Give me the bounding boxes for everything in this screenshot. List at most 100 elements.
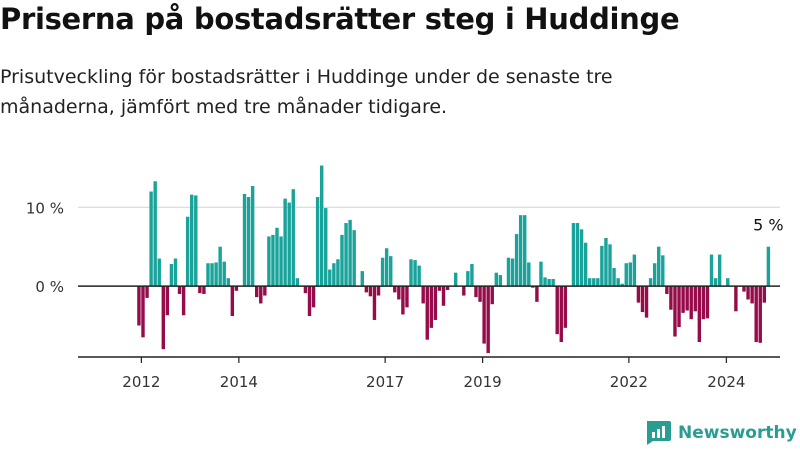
bar [303, 286, 308, 294]
bar [169, 264, 174, 287]
bar [697, 286, 702, 343]
bar [665, 286, 669, 294]
bar [486, 286, 490, 354]
bar [271, 234, 275, 287]
bar [413, 260, 417, 287]
x-tick-label: 2012 [122, 373, 160, 391]
bar [165, 286, 170, 316]
bar [194, 195, 198, 287]
bar [592, 278, 596, 287]
bar [652, 263, 657, 287]
bar [206, 263, 210, 287]
bar [742, 286, 746, 292]
bar [620, 283, 624, 287]
bar [181, 286, 186, 316]
bar [482, 286, 486, 344]
bar [259, 286, 263, 304]
bar [661, 255, 665, 287]
bar [161, 286, 166, 350]
newsworthy-logo[interactable]: Newsworthy [644, 420, 797, 446]
bar [608, 244, 612, 287]
bar [364, 286, 369, 293]
bar [246, 197, 251, 287]
bar [543, 277, 547, 287]
x-tick-label: 2024 [707, 373, 745, 391]
bar [250, 186, 255, 287]
bar [393, 286, 397, 293]
bar [263, 286, 267, 296]
bar [709, 254, 714, 287]
bar [478, 286, 482, 302]
bar [514, 234, 519, 287]
bar [754, 286, 758, 343]
bar [555, 286, 559, 335]
x-tick-label: 2019 [464, 373, 502, 391]
bar [547, 278, 551, 287]
bar [579, 229, 584, 287]
bar [673, 286, 677, 337]
bar [498, 275, 503, 287]
bar [324, 208, 328, 287]
bar [190, 194, 194, 287]
bar [214, 262, 218, 287]
last-value-label: 5 % [753, 216, 783, 235]
bar [762, 286, 767, 303]
bar [535, 286, 539, 302]
bar [202, 286, 206, 294]
bar [255, 286, 259, 298]
bar [551, 278, 555, 287]
bar [242, 193, 247, 287]
bar [157, 258, 161, 287]
bar [218, 246, 222, 287]
bar [587, 278, 592, 287]
bar [291, 189, 295, 287]
x-tick-label: 2017 [366, 373, 404, 391]
bar [380, 257, 385, 287]
bar [583, 242, 588, 287]
bar [336, 259, 340, 287]
bar [368, 286, 373, 297]
bar [149, 191, 153, 287]
bar [275, 227, 279, 287]
bar [287, 202, 291, 287]
bar [230, 286, 235, 317]
bar [307, 286, 312, 317]
bar [644, 286, 649, 318]
bar [746, 286, 750, 300]
bar [600, 245, 604, 287]
bar [372, 286, 377, 320]
bar [348, 219, 352, 287]
bar [766, 246, 771, 287]
bar [421, 286, 425, 304]
bar [575, 223, 580, 287]
bar [340, 234, 344, 287]
chart-title: Priserna på bostadsrätter steg i Hudding… [0, 2, 680, 36]
bar [401, 286, 405, 315]
bar [640, 286, 645, 313]
bar [474, 286, 478, 298]
bar [510, 258, 515, 287]
bar [701, 286, 706, 320]
bar [750, 286, 754, 304]
bar [279, 236, 283, 287]
bar [669, 286, 673, 310]
bar [563, 286, 568, 328]
bar [689, 286, 693, 320]
bar [344, 223, 348, 287]
bar [153, 181, 157, 287]
bar [352, 230, 356, 287]
bar [437, 286, 442, 291]
bar [685, 286, 689, 311]
bar [628, 262, 633, 287]
bar [713, 278, 718, 287]
bar [173, 258, 178, 287]
chart-subtitle: Prisutveckling för bostadsrätter i Huddi… [0, 66, 613, 118]
bar [726, 278, 730, 287]
bar [328, 269, 332, 287]
bar [210, 263, 214, 287]
x-tick-label: 2014 [220, 373, 258, 391]
bar [319, 165, 324, 287]
bar [596, 278, 600, 287]
bar [466, 271, 470, 287]
y-tick-label: 10 % [26, 199, 64, 217]
